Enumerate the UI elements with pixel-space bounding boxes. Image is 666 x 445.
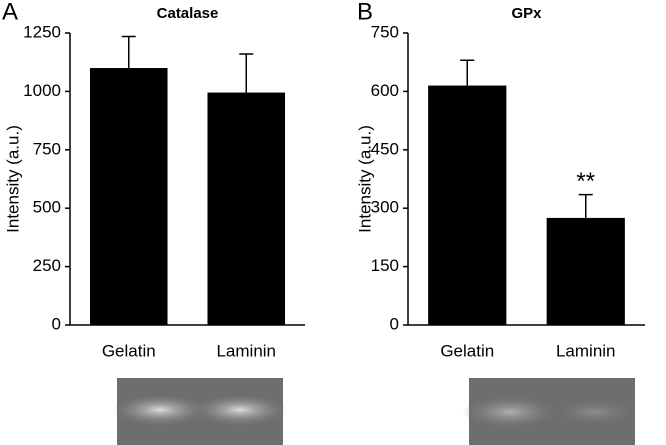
x-tick-label: Gelatin: [440, 341, 494, 360]
error-bar: [578, 193, 593, 218]
y-axis-label: Intensity (a.u.): [3, 125, 22, 233]
y-tick-label: 600: [371, 81, 399, 100]
y-tick-label: 750: [371, 22, 399, 41]
y-tick-label: 1000: [23, 81, 61, 100]
chart-title: Catalase: [157, 5, 219, 22]
x-tick-label: Laminin: [216, 341, 276, 360]
y-tick-label: 0: [390, 314, 399, 333]
x-tick-label: Gelatin: [102, 341, 156, 360]
panel-label: A: [2, 0, 18, 25]
bar: [207, 92, 286, 326]
blot-b: [462, 378, 635, 445]
y-tick-label: 300: [371, 198, 399, 217]
bar: [89, 68, 168, 325]
blot-a: [112, 378, 288, 445]
error-bar: [460, 59, 475, 86]
y-tick-label: 750: [33, 139, 61, 158]
y-tick-label: 150: [371, 256, 399, 275]
error-bar: [239, 53, 254, 93]
y-tick-label: 0: [52, 314, 61, 333]
y-axis-label: Intensity (a.u.): [355, 125, 374, 233]
x-tick-label: Laminin: [556, 341, 616, 360]
chart-title: GPx: [511, 5, 542, 22]
bar: [428, 85, 507, 325]
error-bar: [121, 35, 136, 69]
y-tick-label: 250: [33, 256, 61, 275]
significance-marker: **: [576, 168, 595, 195]
panel-label: B: [357, 0, 373, 25]
y-tick-label: 500: [33, 198, 61, 217]
y-tick-label: 450: [371, 139, 399, 158]
bar: [546, 217, 625, 325]
y-tick-label: 1250: [23, 22, 61, 41]
